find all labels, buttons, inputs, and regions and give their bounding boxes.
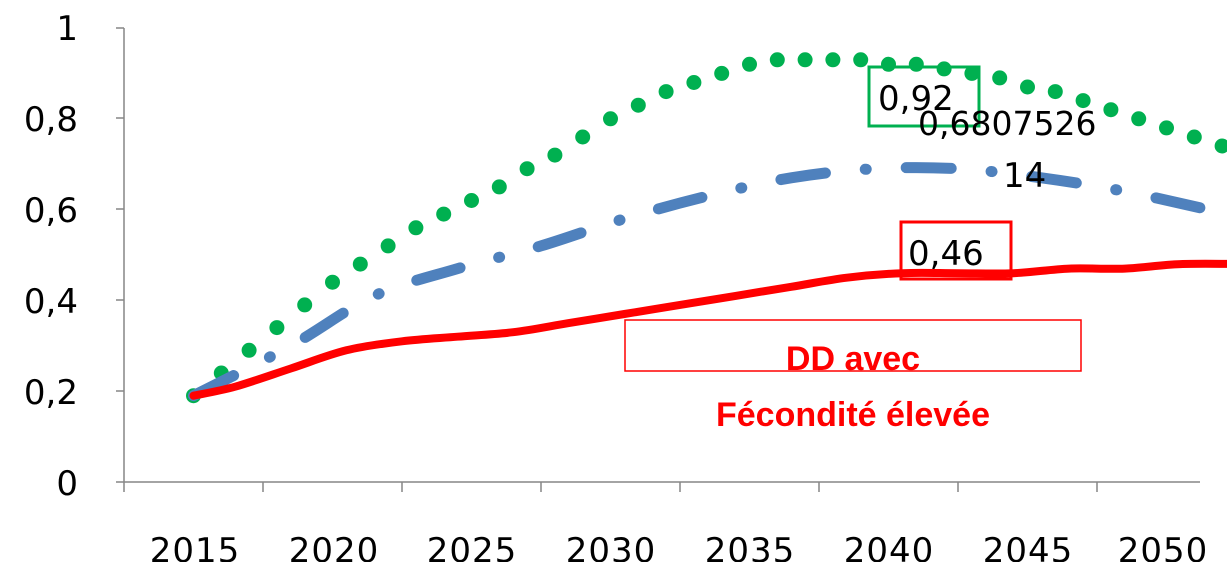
annotation-box-red <box>899 220 1013 281</box>
data-point <box>575 129 591 145</box>
y-tick-label: 0,6 <box>24 191 78 231</box>
data-point <box>1186 129 1202 145</box>
callout-line-2: Fécondité élevée <box>716 396 990 434</box>
data-point <box>686 75 702 90</box>
x-tick-label: 2025 <box>427 531 518 562</box>
data-point <box>380 238 396 254</box>
series-red-solid <box>189 259 1227 400</box>
data-point <box>797 52 813 68</box>
annotation-092: 0,92 <box>878 79 954 119</box>
data-point <box>519 161 535 177</box>
y-tick-label: 0,4 <box>24 282 78 322</box>
data-point <box>297 297 313 313</box>
data-point <box>853 52 869 68</box>
x-tick-label: 2020 <box>289 531 380 562</box>
x-tick-label: 2030 <box>566 531 657 562</box>
data-point <box>1131 111 1147 127</box>
data-point <box>603 111 618 127</box>
data-point <box>630 97 646 113</box>
data-point <box>408 220 424 236</box>
annotation-14: 14 <box>1003 156 1046 196</box>
series-blue-dashdot <box>188 162 1214 402</box>
data-point <box>491 179 507 195</box>
x-tick-label: 2045 <box>983 531 1074 562</box>
y-tick-label: 0,8 <box>24 100 78 140</box>
callout-box <box>624 319 1082 372</box>
series-green-dotted <box>186 52 1227 404</box>
data-point <box>1020 79 1035 95</box>
data-point <box>908 56 924 72</box>
x-tick-label: 2035 <box>705 531 796 562</box>
y-axis-labels: 0 0,2 0,4 0,6 0,8 1 <box>24 9 78 504</box>
data-point <box>658 84 674 100</box>
y-axis <box>116 27 125 483</box>
x-tick-label: 2050 <box>1118 531 1209 562</box>
x-axis <box>123 481 1200 492</box>
data-point <box>241 342 257 358</box>
data-point <box>352 256 368 272</box>
x-tick-label: 2015 <box>150 531 241 562</box>
data-point <box>269 320 285 336</box>
data-point <box>1159 120 1174 136</box>
data-point <box>547 147 563 163</box>
data-point <box>325 274 340 290</box>
x-axis-labels: 2015 2020 2025 2030 2035 2040 2045 2050 <box>150 531 1209 562</box>
annotation-box-green <box>867 65 981 128</box>
data-point <box>964 65 980 81</box>
data-point <box>936 61 952 77</box>
data-point <box>881 56 896 72</box>
x-tick-label: 2040 <box>844 531 935 562</box>
data-point <box>464 193 479 208</box>
callout: DD avec Fécondité élevée <box>624 319 1082 434</box>
data-point <box>436 206 452 222</box>
annotation-06807526: 0,6807526 <box>918 104 1096 143</box>
y-tick-label: 1 <box>56 9 78 49</box>
data-point <box>1214 138 1227 154</box>
data-point <box>714 65 730 81</box>
callout-line-1: DD avec <box>786 340 920 378</box>
data-point <box>1075 93 1091 109</box>
data-point <box>1047 84 1063 100</box>
series-layer <box>186 52 1227 404</box>
data-point <box>992 70 1008 86</box>
data-point <box>742 56 757 72</box>
y-tick-label: 0 <box>56 464 78 504</box>
annotations: 0,92 0,6807526 14 0,46 <box>867 65 1096 281</box>
data-point <box>825 52 841 68</box>
data-point <box>769 52 785 68</box>
data-point <box>1103 102 1119 118</box>
y-tick-label: 0,2 <box>24 373 78 413</box>
annotation-046: 0,46 <box>908 234 984 274</box>
